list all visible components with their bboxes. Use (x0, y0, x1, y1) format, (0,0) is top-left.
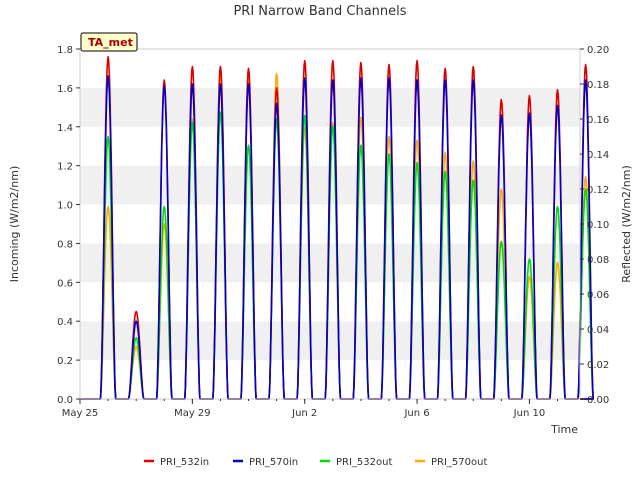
right-tick-label: 0.08 (587, 255, 609, 266)
x-axis-label: Time (550, 423, 578, 436)
x-tick-label: Jun 2 (291, 408, 317, 419)
left-tick-label: 0.0 (57, 395, 73, 406)
right-tick-label: 0.10 (587, 220, 609, 231)
left-axis: 0.0 0.2 0.4 0.6 0.8 1.0 1.2 1.4 1.6 1.8 (57, 45, 80, 406)
station-badge: TA_met (80, 32, 138, 52)
right-axis: 0.00 0.02 0.04 0.06 0.08 0.10 0.12 0.14 0.16 0.18… (580, 45, 609, 406)
left-tick-label: 1.8 (57, 45, 73, 56)
right-tick-label: 0.06 (587, 290, 609, 301)
chart-title: PRI Narrow Band Channels (233, 4, 406, 19)
y-axis-label-left: Incoming (W/m2/nm) (8, 166, 21, 283)
left-tick-label: 0.8 (57, 239, 73, 250)
right-tick-label: 0.16 (587, 115, 609, 126)
legend-label: PRI_570in (249, 457, 298, 468)
x-tick-label: Jun 10 (513, 408, 546, 419)
legend: PRI_532in PRI_570in PRI_532out PRI_570out (144, 457, 487, 468)
left-tick-label: 0.4 (57, 317, 73, 328)
right-tick-label: 0.02 (587, 360, 609, 371)
legend-label: PRI_570out (431, 457, 487, 468)
left-tick-label: 1.4 (57, 123, 73, 134)
left-tick-label: 0.2 (57, 356, 73, 367)
left-tick-label: 1.2 (57, 162, 73, 173)
station-badge-box (80, 32, 138, 52)
y-axis-label-right: Reflected (W/m2/nm) (620, 165, 633, 283)
background-band (80, 360, 580, 399)
legend-label: PRI_532in (160, 457, 209, 468)
x-axis: May 25 May 29 Jun 2 Jun 6 Jun 10 (62, 399, 559, 419)
left-tick-label: 0.6 (57, 278, 73, 289)
right-tick-label: 0.00 (587, 395, 609, 406)
station-badge-label: TA_met (88, 36, 133, 49)
x-tick-label: May 29 (174, 408, 211, 419)
right-tick-label: 0.12 (587, 185, 609, 196)
x-tick-label: May 25 (62, 408, 99, 419)
left-tick-label: 1.6 (57, 84, 73, 95)
right-tick-label: 0.14 (587, 150, 609, 161)
right-tick-label: 0.04 (587, 325, 609, 336)
left-tick-label: 1.0 (57, 201, 73, 212)
legend-label: PRI_532out (336, 457, 392, 468)
background-band (80, 49, 580, 88)
right-tick-label: 0.20 (587, 45, 609, 56)
x-tick-label: Jun 6 (403, 408, 429, 419)
right-tick-label: 0.18 (587, 80, 609, 91)
